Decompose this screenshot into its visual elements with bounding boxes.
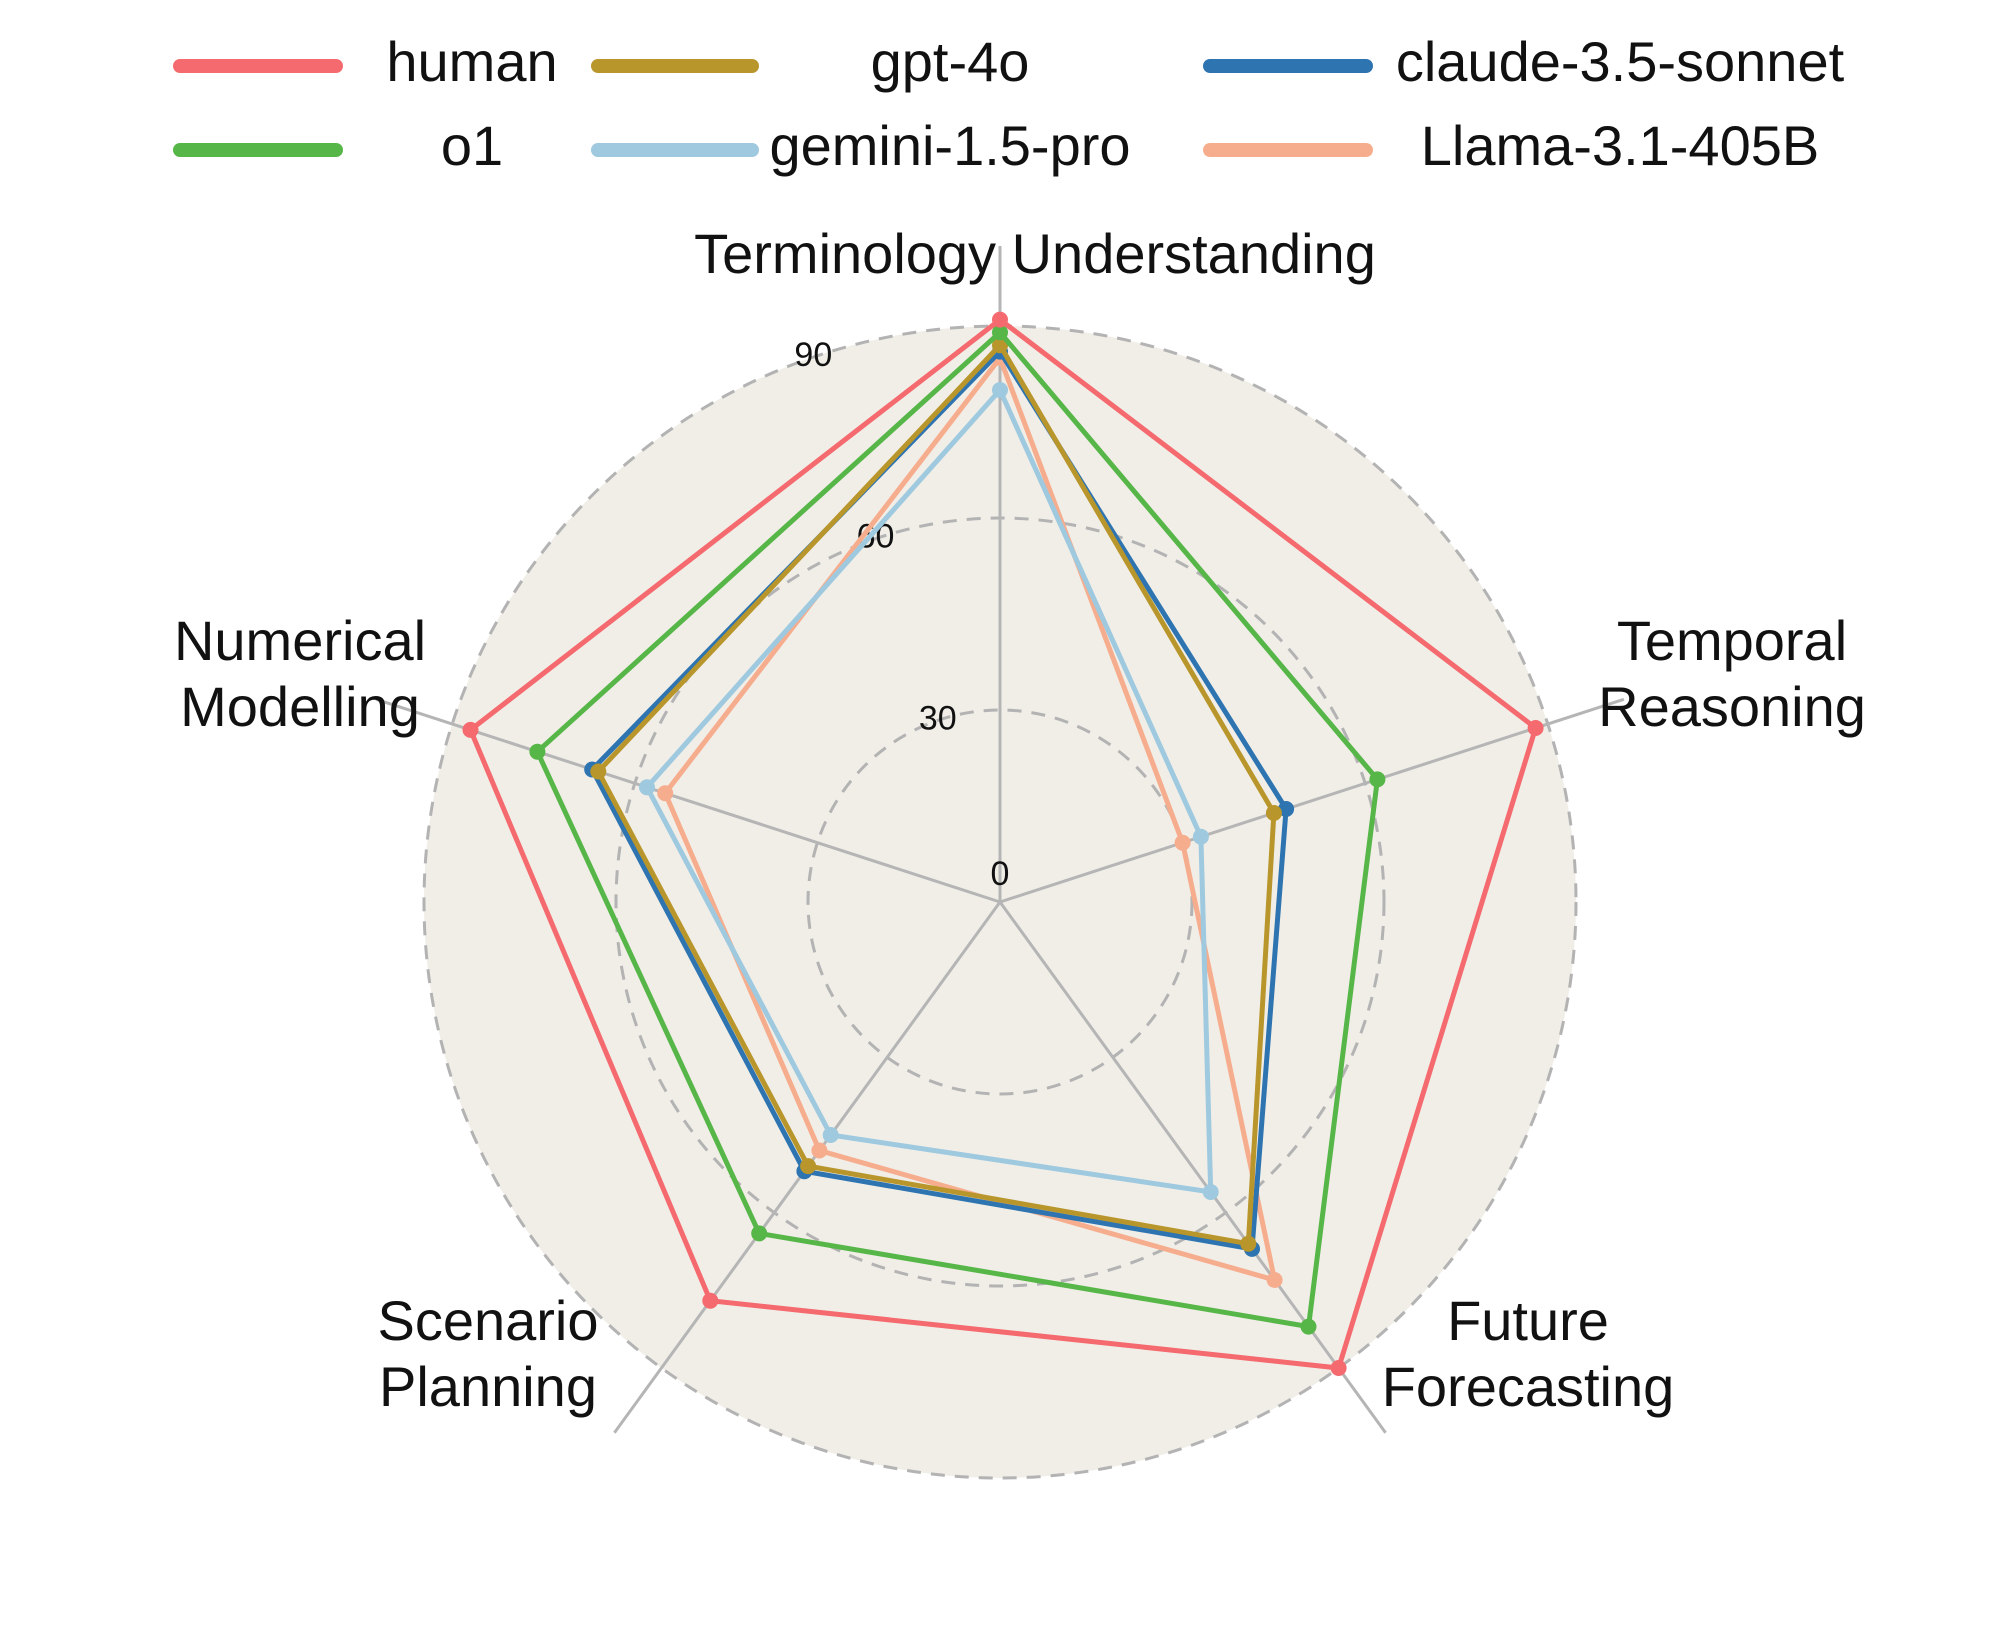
tick-label-30: 30 <box>919 699 957 737</box>
point-gemini-1-5-pro-future-forecasting <box>1202 1184 1219 1200</box>
legend-item-claude-3-5-sonnet: claude-3.5-sonnet <box>1203 30 1845 93</box>
point-o1-future-forecasting <box>1300 1318 1317 1335</box>
legend-item-llama-3-1-405b: Llama-3.1-405B <box>1203 114 1819 177</box>
axis-label-future-forecasting: Future Forecasting <box>1382 1289 1675 1418</box>
point-human-future-forecasting <box>1330 1360 1347 1376</box>
tick-label-90: 90 <box>794 336 832 374</box>
axis-label-numerical-modelling: Numerical Modelling <box>174 609 426 738</box>
legend-item-gpt-4o: gpt-4o <box>591 30 1030 93</box>
point-claude-3-5-sonnet-temporal-reasoning <box>1278 801 1295 817</box>
series-gemini-1-5-pro <box>639 382 1219 1200</box>
point-gemini-1-5-pro-temporal-reasoning <box>1192 828 1209 845</box>
point-gpt-4o-future-forecasting <box>1240 1235 1257 1252</box>
point-gpt-4o-scenario-planning <box>800 1158 817 1175</box>
legend-label-gpt-4o: gpt-4o <box>871 30 1030 93</box>
series-gpt-4o <box>590 337 1282 1252</box>
point-human-temporal-reasoning <box>1527 720 1544 736</box>
point-human-numerical-modelling <box>462 721 479 738</box>
point-llama-3-1-405b-numerical-modelling <box>657 785 674 802</box>
point-llama-3-1-405b-future-forecasting <box>1266 1272 1283 1288</box>
point-o1-terminology-understanding <box>992 324 1008 341</box>
legend-label-o1: o1 <box>441 114 503 177</box>
point-o1-temporal-reasoning <box>1369 771 1386 788</box>
point-llama-3-1-405b-temporal-reasoning <box>1174 834 1191 851</box>
point-gpt-4o-terminology-understanding <box>992 337 1008 354</box>
series-o1 <box>529 324 1386 1335</box>
legend-item-o1: o1 <box>173 114 503 177</box>
point-o1-scenario-planning <box>751 1225 768 1242</box>
point-gpt-4o-numerical-modelling <box>590 763 607 780</box>
series-line-o1 <box>534 328 1381 1330</box>
legend-item-gemini-1-5-pro: gemini-1.5-pro <box>591 114 1131 177</box>
legend: human o1 gpt-4o gemini-1.5-pro claude-3.5-so… <box>173 30 1845 177</box>
axis-label-temporal-reasoning: Temporal Reasoning <box>1598 609 1866 738</box>
point-llama-3-1-405b-scenario-planning <box>811 1142 828 1159</box>
axis-label-scenario-planning: Scenario Planning <box>377 1289 598 1418</box>
legend-label-gemini-1-5-pro: gemini-1.5-pro <box>769 114 1130 177</box>
spoke-future-forecasting <box>998 901 1387 1434</box>
legend-label-human: human <box>386 30 557 93</box>
point-human-scenario-planning <box>702 1292 719 1309</box>
axis-labels: Terminology Understanding Temporal Reasoni… <box>174 222 1866 1418</box>
legend-label-claude-3-5-sonnet: claude-3.5-sonnet <box>1396 30 1845 93</box>
tick-label-0: 0 <box>991 855 1010 893</box>
grid-circle-30 <box>806 708 1194 1096</box>
series-line-human <box>467 316 1539 1371</box>
series-group <box>462 311 1544 1376</box>
spoke-temporal-reasoning <box>999 697 1625 904</box>
legend-item-human: human <box>173 30 558 93</box>
legend-label-llama-3-1-405b: Llama-3.1-405B <box>1421 114 1819 177</box>
point-gemini-1-5-pro-numerical-modelling <box>639 779 655 796</box>
point-gpt-4o-temporal-reasoning <box>1265 805 1282 821</box>
series-line-gpt-4o <box>595 341 1277 1247</box>
spoke-numerical-modelling <box>375 697 1001 904</box>
point-o1-numerical-modelling <box>529 743 546 760</box>
axis-label-terminology-understanding: Terminology Understanding <box>694 222 1376 285</box>
point-human-terminology-understanding <box>992 311 1008 328</box>
series-line-gemini-1-5-pro <box>643 385 1214 1195</box>
point-gemini-1-5-pro-terminology-understanding <box>992 382 1008 398</box>
point-gemini-1-5-pro-scenario-planning <box>822 1127 839 1143</box>
series-line-claude-3-5-sonnet <box>589 347 1289 1252</box>
series-human <box>462 311 1544 1376</box>
